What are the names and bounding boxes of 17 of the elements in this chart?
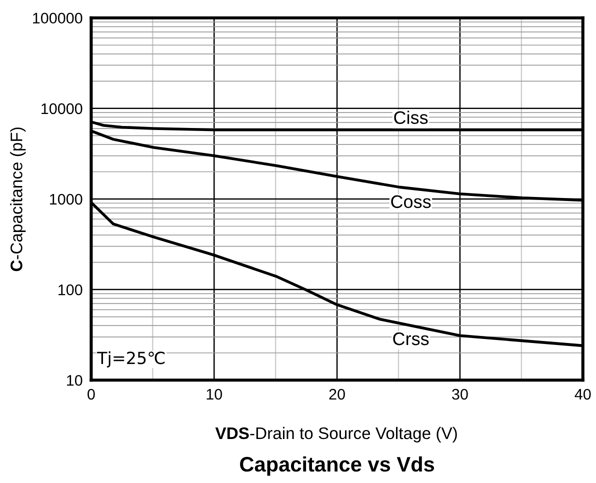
x-tick-label: 0 [88,388,95,400]
x-tick-label: 20 [329,388,345,400]
series-label: Ciss [394,110,428,124]
x-axis-title: VDS-Drain to Source Voltage (V) [215,426,457,442]
y-tick-label: 100000 [33,12,82,24]
y-axis-title: C-Capacitance (pF) [10,128,26,272]
x-tick-label: 10 [206,388,222,400]
text: Capacitance vs Vds [240,456,434,476]
y-tick-label: 10 [67,374,82,386]
series-label: Crss [393,332,429,346]
y-tick-label: 100 [58,284,82,296]
x-tick-label: 40 [574,388,591,400]
y-tick-label: 1000 [50,194,82,205]
series-label: Coss [391,195,431,208]
x-tick-label: 30 [452,388,468,400]
y-tick-label: 10000 [42,103,82,114]
annotation: Tj=25℃ [97,351,165,368]
